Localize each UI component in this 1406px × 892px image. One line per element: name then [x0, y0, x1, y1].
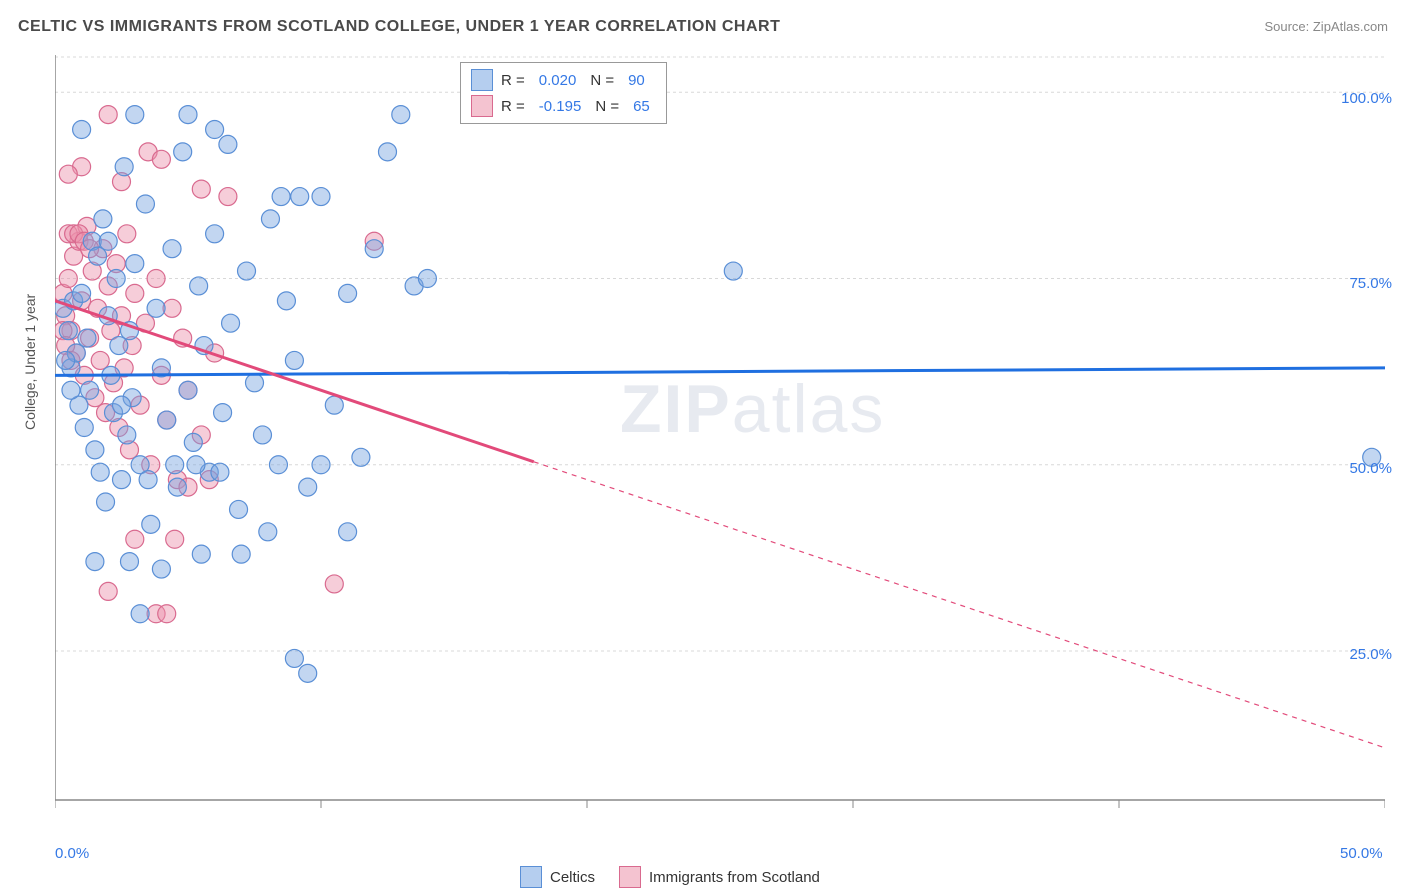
swatch-immigrants	[471, 95, 493, 117]
chart-container	[55, 55, 1385, 820]
legend-label-immigrants: Immigrants from Scotland	[649, 869, 820, 886]
legend-row-immigrants: R = -0.195 N = 65	[471, 93, 656, 119]
y-tick-100: 100.0%	[1341, 90, 1392, 107]
legend-label-celtics: Celtics	[550, 869, 595, 886]
scatter-chart	[55, 55, 1385, 820]
swatch-celtics	[520, 866, 542, 888]
n-label: N =	[595, 98, 619, 115]
swatch-immigrants	[619, 866, 641, 888]
n-value-immigrants: 65	[627, 98, 656, 115]
series-legend: Celtics Immigrants from Scotland	[520, 866, 820, 888]
r-label: R =	[501, 98, 525, 115]
n-value-celtics: 90	[622, 72, 651, 89]
legend-row-celtics: R = 0.020 N = 90	[471, 67, 656, 93]
r-value-celtics: 0.020	[533, 72, 583, 89]
chart-header: CELTIC VS IMMIGRANTS FROM SCOTLAND COLLE…	[18, 18, 1388, 36]
swatch-celtics	[471, 69, 493, 91]
x-tick-0: 0.0%	[55, 845, 89, 862]
legend-item-immigrants: Immigrants from Scotland	[619, 866, 820, 888]
x-tick-50: 50.0%	[1340, 845, 1383, 862]
y-tick-25: 25.0%	[1349, 646, 1392, 663]
y-tick-75: 75.0%	[1349, 275, 1392, 292]
chart-source: Source: ZipAtlas.com	[1264, 19, 1388, 34]
legend-item-celtics: Celtics	[520, 866, 595, 888]
correlation-legend: R = 0.020 N = 90 R = -0.195 N = 65	[460, 62, 667, 124]
r-label: R =	[501, 72, 525, 89]
y-axis-label: College, Under 1 year	[22, 294, 38, 430]
r-value-immigrants: -0.195	[533, 98, 588, 115]
y-tick-50: 50.0%	[1349, 460, 1392, 477]
chart-title: CELTIC VS IMMIGRANTS FROM SCOTLAND COLLE…	[18, 18, 780, 36]
n-label: N =	[590, 72, 614, 89]
